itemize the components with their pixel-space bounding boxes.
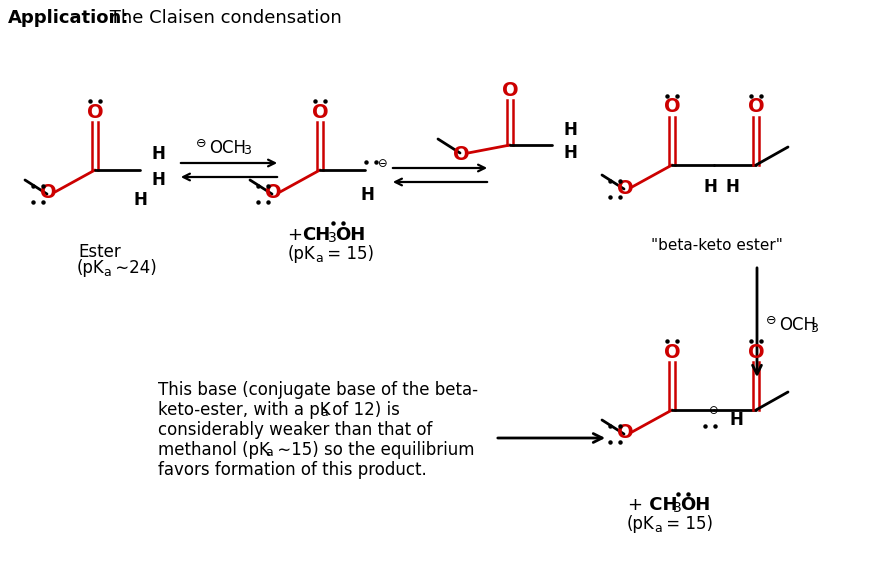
Text: O: O (453, 144, 469, 164)
Text: of 12) is: of 12) is (327, 401, 400, 419)
Text: Application:: Application: (8, 9, 129, 27)
Text: (pK: (pK (288, 245, 316, 263)
Text: OH: OH (680, 496, 711, 514)
Text: O: O (40, 183, 57, 202)
Text: $^{\ominus}$: $^{\ominus}$ (195, 139, 207, 157)
Text: a: a (103, 265, 111, 279)
Text: H: H (151, 171, 165, 189)
Text: (pK: (pK (77, 259, 105, 277)
Text: H: H (151, 145, 165, 163)
Text: +: + (288, 226, 309, 244)
Text: a: a (654, 521, 662, 535)
Text: +: + (627, 496, 642, 514)
Text: = 15): = 15) (322, 245, 374, 263)
Text: favors formation of this product.: favors formation of this product. (158, 461, 426, 479)
Text: 3: 3 (673, 501, 682, 515)
Text: $^{\ominus}$: $^{\ominus}$ (377, 159, 388, 177)
Text: O: O (664, 343, 680, 361)
Text: OH: OH (335, 226, 365, 244)
Text: keto-ester, with a pK: keto-ester, with a pK (158, 401, 330, 419)
Text: a: a (320, 406, 328, 420)
Text: 3: 3 (328, 231, 337, 245)
Text: 3: 3 (810, 321, 818, 335)
Text: a: a (315, 251, 323, 265)
Text: Ester: Ester (78, 243, 121, 261)
Text: O: O (664, 98, 680, 117)
Text: (pK: (pK (627, 515, 655, 533)
Text: OCH: OCH (209, 139, 246, 157)
Text: O: O (617, 424, 633, 443)
Text: This base (conjugate base of the beta-: This base (conjugate base of the beta- (158, 381, 478, 399)
Text: O: O (617, 179, 633, 198)
Text: O: O (265, 183, 282, 202)
Text: O: O (747, 98, 765, 117)
Text: $^{\ominus}$: $^{\ominus}$ (707, 406, 719, 424)
Text: CH: CH (302, 226, 330, 244)
Text: OCH: OCH (779, 316, 816, 334)
Text: H: H (729, 411, 743, 429)
Text: H: H (360, 186, 374, 204)
Text: H: H (725, 178, 739, 196)
Text: O: O (747, 343, 765, 361)
Text: O: O (86, 102, 103, 121)
Text: = 15): = 15) (661, 515, 713, 533)
Text: O: O (311, 102, 329, 121)
Text: methanol (pK: methanol (pK (158, 441, 269, 459)
Text: a: a (265, 446, 273, 460)
Text: $^{\ominus}$: $^{\ominus}$ (765, 316, 777, 334)
Text: H: H (703, 178, 717, 196)
Text: ∼15) so the equilibrium: ∼15) so the equilibrium (272, 441, 474, 459)
Text: H: H (563, 144, 577, 162)
Text: The Claisen condensation: The Claisen condensation (104, 9, 342, 27)
Text: "beta-keto ester": "beta-keto ester" (651, 238, 783, 253)
Text: ∼24): ∼24) (110, 259, 157, 277)
Text: 3: 3 (243, 144, 251, 157)
Text: CH: CH (643, 496, 678, 514)
Text: O: O (501, 80, 518, 99)
Text: considerably weaker than that of: considerably weaker than that of (158, 421, 433, 439)
Text: H: H (563, 121, 577, 139)
Text: H: H (133, 191, 147, 209)
